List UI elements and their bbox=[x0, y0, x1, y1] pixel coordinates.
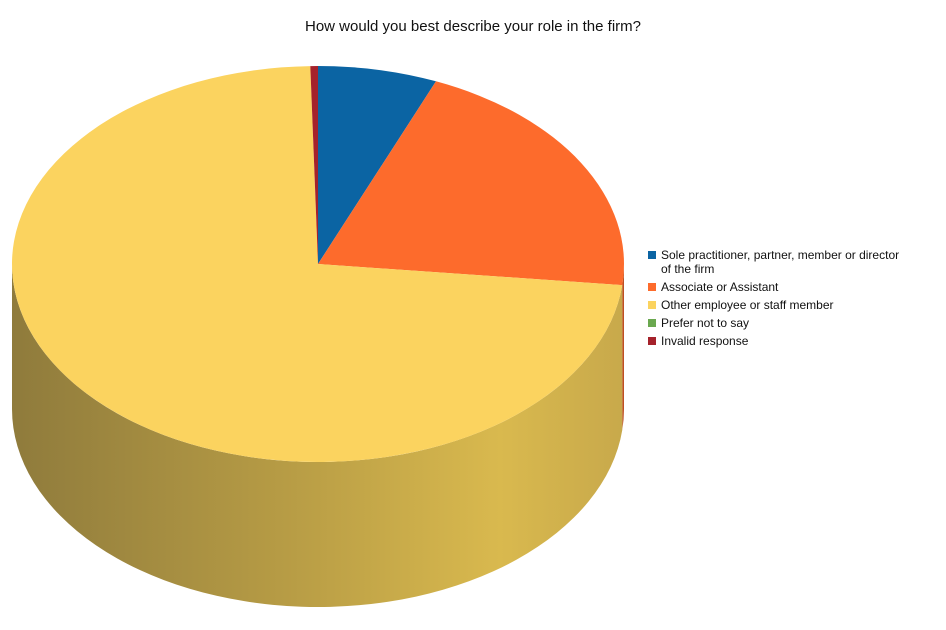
legend-swatch bbox=[648, 251, 656, 259]
pie-slice-other-employee-or-staff-member bbox=[11, 66, 623, 463]
legend-label: Other employee or staff member bbox=[661, 298, 834, 312]
legend-swatch bbox=[648, 283, 656, 291]
legend-label: Associate or Assistant bbox=[661, 280, 779, 294]
legend-item: Invalid response bbox=[648, 334, 946, 348]
pie-slice-associate-or-assistant bbox=[318, 81, 624, 286]
legend-label: Prefer not to say bbox=[661, 316, 750, 330]
pie-side-associate-or-assistant bbox=[622, 264, 624, 431]
legend-item: Sole practitioner, partner, member or di… bbox=[648, 248, 946, 276]
legend-item: Prefer not to say bbox=[648, 316, 946, 330]
legend: Sole practitioner, partner, member or di… bbox=[648, 248, 946, 352]
legend-label: Sole practitioner, partner, member or di… bbox=[661, 248, 900, 276]
legend-swatch bbox=[648, 301, 656, 309]
pie-top bbox=[11, 66, 624, 463]
pie-sides bbox=[12, 264, 624, 607]
legend-swatch bbox=[648, 337, 656, 345]
legend-item: Other employee or staff member bbox=[648, 298, 946, 312]
legend-item: Associate or Assistant bbox=[648, 280, 946, 294]
pie-slice-sole-practitioner-partner-member-or-director-of-the-firm bbox=[318, 66, 436, 264]
pie-side-other-employee-or-staff-member bbox=[12, 264, 623, 607]
chart-title: How would you best describe your role in… bbox=[305, 18, 641, 35]
legend-swatch bbox=[648, 319, 656, 327]
pie-slice-invalid-response bbox=[310, 66, 318, 264]
legend-label: Invalid response bbox=[661, 334, 749, 348]
